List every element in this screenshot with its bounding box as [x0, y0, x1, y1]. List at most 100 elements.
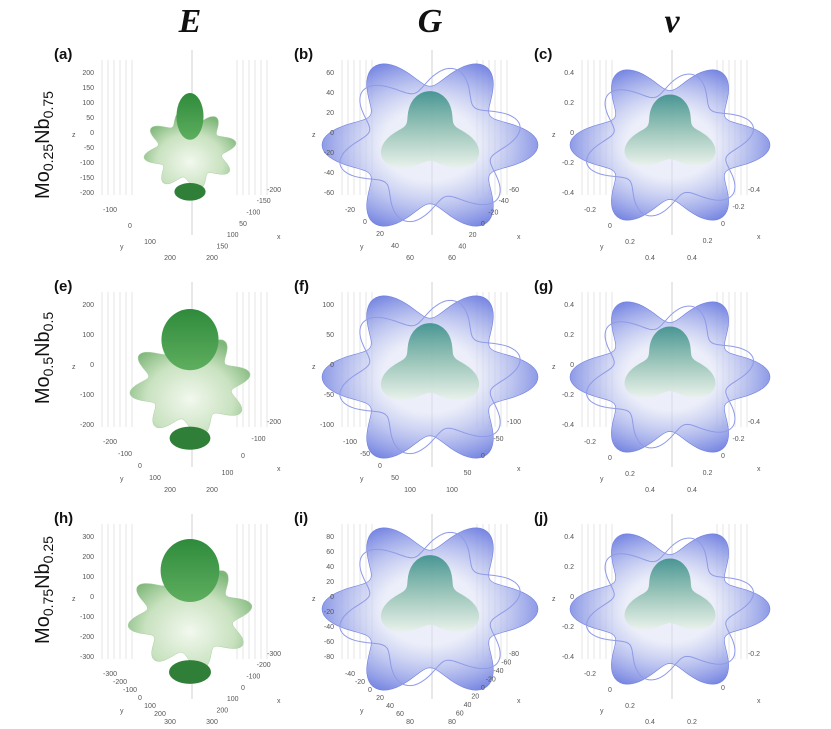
z-tick-label: 50 — [326, 332, 334, 339]
z-tick-label: -200 — [80, 634, 94, 641]
element: Nb — [32, 331, 54, 357]
y-tick-label: 0 — [138, 695, 142, 702]
x-tick-label: 0.4 — [687, 255, 697, 262]
z-axis-label: z — [552, 364, 556, 371]
subscript: 0.25 — [40, 144, 56, 171]
x-axis-label: x — [517, 466, 521, 473]
y-tick-label: -200 — [103, 439, 117, 446]
y-tick-label: 0 — [138, 463, 142, 470]
y-axis-label: y — [600, 244, 604, 251]
x-tick-label: 40 — [464, 702, 472, 709]
surface — [174, 182, 206, 201]
panel: (a)200150100500-50-100-150-200z-10001002… — [54, 46, 281, 262]
z-tick-label: 0 — [90, 362, 94, 369]
x-tick-label: -300 — [267, 651, 281, 658]
surface — [585, 305, 755, 449]
panel: (h)3002001000-100-200-300z-300-200-10001… — [54, 510, 281, 726]
column-header: G — [418, 3, 443, 40]
z-tick-label: 100 — [82, 332, 94, 339]
y-tick-label: -20 — [345, 207, 355, 214]
panel-label: (f) — [294, 278, 309, 295]
z-axis-label: z — [552, 132, 556, 139]
x-tick-label: 0 — [481, 685, 485, 692]
x-tick-label: -40 — [499, 198, 509, 205]
x-tick-label: 50 — [464, 470, 472, 477]
x-tick-label: 60 — [448, 255, 456, 262]
column-header: ν — [664, 3, 680, 40]
x-tick-label: 50 — [239, 221, 247, 228]
y-tick-label: 0.4 — [645, 487, 655, 494]
y-tick-label: 0 — [128, 223, 132, 230]
z-tick-label: 40 — [326, 90, 334, 97]
z-tick-label: -150 — [80, 175, 94, 182]
z-tick-label: 200 — [82, 554, 94, 561]
y-tick-label: -0.2 — [584, 207, 596, 214]
y-tick-label: -100 — [103, 207, 117, 214]
row-label: Mo0.5Nb0.5 — [32, 312, 55, 405]
x-tick-label: -50 — [493, 436, 503, 443]
surface — [339, 67, 521, 223]
x-tick-label: 60 — [456, 710, 464, 717]
x-tick-label: -100 — [507, 419, 521, 426]
y-tick-label: 20 — [376, 695, 384, 702]
x-tick-label: -20 — [488, 210, 498, 217]
y-tick-label: 40 — [386, 703, 394, 710]
x-tick-label: -0.4 — [748, 419, 760, 426]
surface — [339, 531, 521, 687]
x-tick-label: 150 — [216, 244, 228, 251]
panel: (g) 0.4 0.2 0 -0.2 -0.4 z -0.2 0 0.2 0.4 y 0.4 0.2 0 -0… — [534, 278, 771, 494]
subscript: 0.75 — [40, 589, 56, 616]
panel: (f)100500-50-100z-100-50050100y100500-50… — [294, 278, 539, 494]
x-tick-label: 40 — [458, 244, 466, 251]
z-axis-label: z — [312, 364, 316, 371]
x-tick-label: -0.2 — [748, 651, 760, 658]
panel: (j) 0.4 0.2 0 -0.2 -0.4 z -0.2 0 0.2 0.4 y 0.2 0 -0.2 x — [534, 510, 771, 726]
subscript: 0.25 — [40, 536, 56, 563]
z-tick-label: -0.4 — [562, 422, 574, 429]
z-tick-label: 150 — [82, 85, 94, 92]
y-axis-label: y — [360, 476, 364, 483]
z-tick-label: 20 — [326, 579, 334, 586]
z-tick-label: -0.2 — [562, 624, 574, 631]
x-tick-label: -60 — [501, 659, 511, 666]
y-axis-label: y — [360, 708, 364, 715]
y-tick-label: 80 — [406, 719, 414, 726]
panel: (c) 0.4 0.2 0 -0.2 -0.4 z -0.2 0 0.2 0.4 y 0.4 0.2 0 -0… — [534, 46, 771, 262]
x-tick-label: 0 — [241, 685, 245, 692]
surface — [624, 94, 716, 166]
x-tick-label: 100 — [227, 696, 239, 703]
z-tick-label: -40 — [324, 170, 334, 177]
z-tick-label: -200 — [80, 422, 94, 429]
z-axis-label: z — [72, 364, 76, 371]
x-tick-label: 200 — [216, 708, 228, 715]
z-tick-label: 40 — [326, 564, 334, 571]
surface — [339, 299, 521, 455]
panel-label: (b) — [294, 46, 313, 63]
x-axis-label: x — [757, 234, 761, 241]
x-tick-label: 0 — [481, 453, 485, 460]
x-tick-label: -200 — [267, 419, 281, 426]
element: Mo — [32, 376, 54, 404]
y-axis-label: y — [600, 476, 604, 483]
y-tick-label: 200 — [154, 711, 166, 718]
y-tick-label: 200 — [164, 255, 176, 262]
panel-label: (g) — [534, 278, 553, 295]
z-tick-label: -0.4 — [562, 654, 574, 661]
y-tick-label: 0 — [608, 687, 612, 694]
z-tick-label: -100 — [320, 422, 334, 429]
z-tick-label: 300 — [82, 534, 94, 541]
y-tick-label: 0 — [368, 687, 372, 694]
y-tick-label: 0.2 — [625, 239, 635, 246]
y-axis-label: y — [120, 476, 124, 483]
x-tick-label: 80 — [448, 719, 456, 726]
y-tick-label: -0.2 — [584, 439, 596, 446]
z-tick-label: -20 — [324, 609, 334, 616]
y-axis-label: y — [360, 244, 364, 251]
y-tick-label: 50 — [391, 475, 399, 482]
x-tick-label: -0.2 — [732, 204, 744, 211]
y-tick-label: 0 — [363, 219, 367, 226]
z-tick-label: -40 — [324, 624, 334, 631]
z-axis-label: z — [552, 596, 556, 603]
x-tick-label: 0 — [721, 221, 725, 228]
